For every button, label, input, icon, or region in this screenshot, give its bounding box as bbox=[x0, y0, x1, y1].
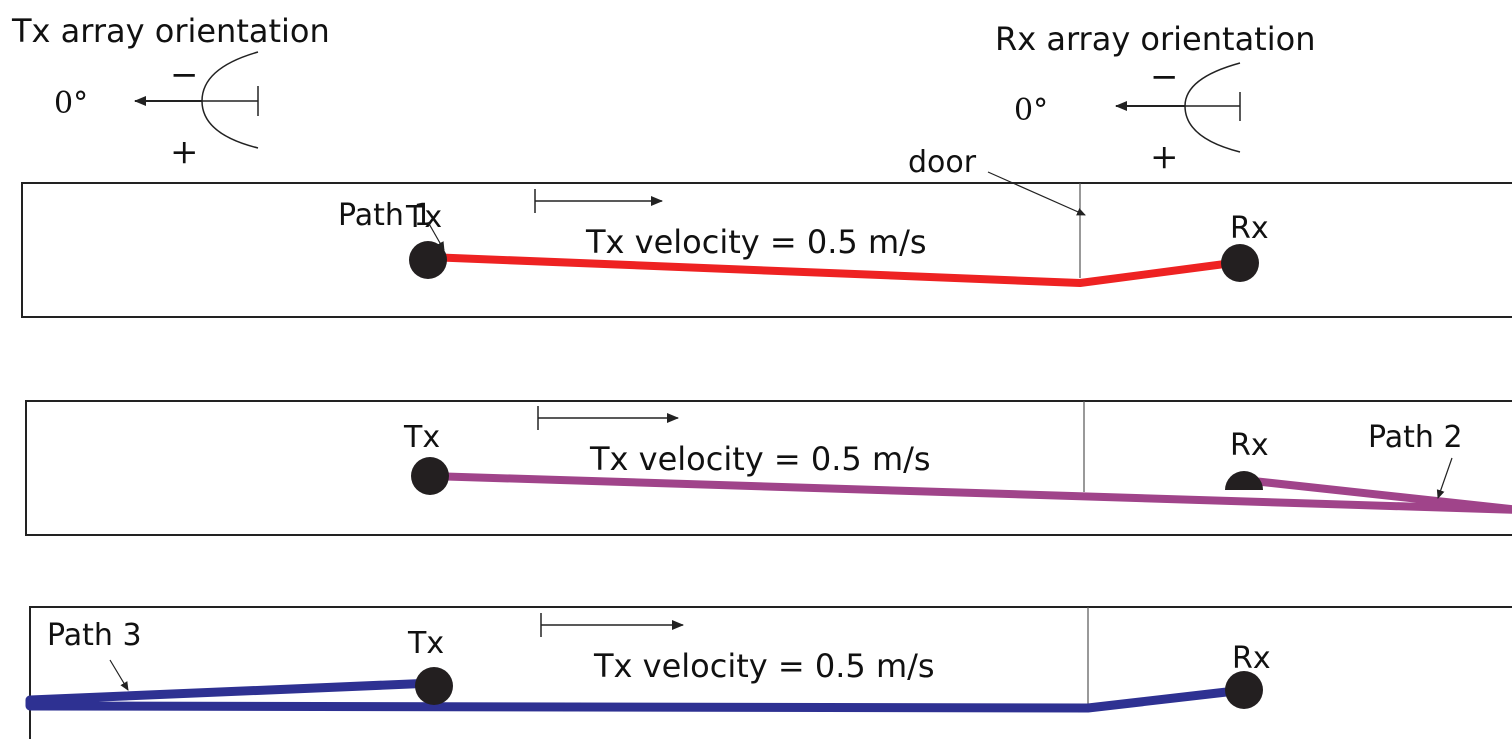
path-label: Path 3 bbox=[47, 618, 142, 653]
propagation-path bbox=[427, 253, 1241, 287]
rx-label: Rx bbox=[1230, 211, 1269, 246]
corridor-outline bbox=[29, 606, 1512, 739]
propagation-path bbox=[429, 472, 1512, 514]
velocity-label: Tx velocity = 0.5 m/s bbox=[593, 647, 935, 685]
rx-orientation-title: Rx array orientation bbox=[995, 20, 1315, 58]
rx-label: Rx bbox=[1230, 428, 1269, 463]
tx-array-angle-arc bbox=[201, 51, 259, 149]
rx-node bbox=[1225, 671, 1263, 709]
rx-zero-degree-label: 0° bbox=[1014, 93, 1048, 128]
scene-path-1: door Tx velocity = 0.5 m/s Tx Rx Path 1 bbox=[21, 145, 1512, 318]
tx-minus-label: − bbox=[170, 55, 199, 95]
tx-plus-label: + bbox=[170, 132, 199, 172]
rx-plus-label: + bbox=[1150, 137, 1179, 177]
tx-node bbox=[409, 241, 447, 279]
path-label: Path 1 bbox=[338, 198, 433, 233]
rx-node bbox=[1221, 244, 1259, 282]
rx-label: Rx bbox=[1232, 641, 1271, 676]
corridor-outline bbox=[25, 400, 1512, 536]
scene-path-3: Tx velocity = 0.5 m/s Tx Rx Path 3 bbox=[25, 606, 1512, 739]
scene-path-2: Tx velocity = 0.5 m/s Tx Rx Path 2 bbox=[25, 400, 1512, 536]
door-pointer-arrow bbox=[987, 171, 1086, 216]
rx-node bbox=[1225, 471, 1263, 490]
tx-label: Tx bbox=[403, 420, 440, 455]
path-pointer-arrow bbox=[109, 659, 129, 691]
velocity-label: Tx velocity = 0.5 m/s bbox=[585, 223, 927, 261]
tx-node bbox=[411, 457, 449, 495]
corridor-outline bbox=[21, 182, 1512, 318]
path-pointer-arrow bbox=[1436, 457, 1453, 499]
door-label: door bbox=[908, 145, 977, 180]
tx-zero-degree-label: 0° bbox=[54, 86, 88, 121]
velocity-label: Tx velocity = 0.5 m/s bbox=[589, 440, 931, 478]
tx-orientation-title: Tx array orientation bbox=[11, 12, 330, 50]
rx-orientation-legend: Rx array orientation 0° − + bbox=[995, 20, 1315, 177]
tx-label: Tx bbox=[407, 626, 444, 661]
path-pointer-arrow bbox=[427, 221, 445, 251]
rx-array-angle-arc bbox=[1184, 62, 1241, 153]
rx-minus-label: − bbox=[1150, 57, 1179, 97]
tx-node bbox=[415, 667, 453, 705]
tx-label: Tx bbox=[405, 200, 442, 235]
propagation-path bbox=[25, 678, 1245, 713]
tx-orientation-legend: Tx array orientation 0° − + bbox=[11, 12, 330, 172]
path-label: Path 2 bbox=[1368, 420, 1463, 455]
